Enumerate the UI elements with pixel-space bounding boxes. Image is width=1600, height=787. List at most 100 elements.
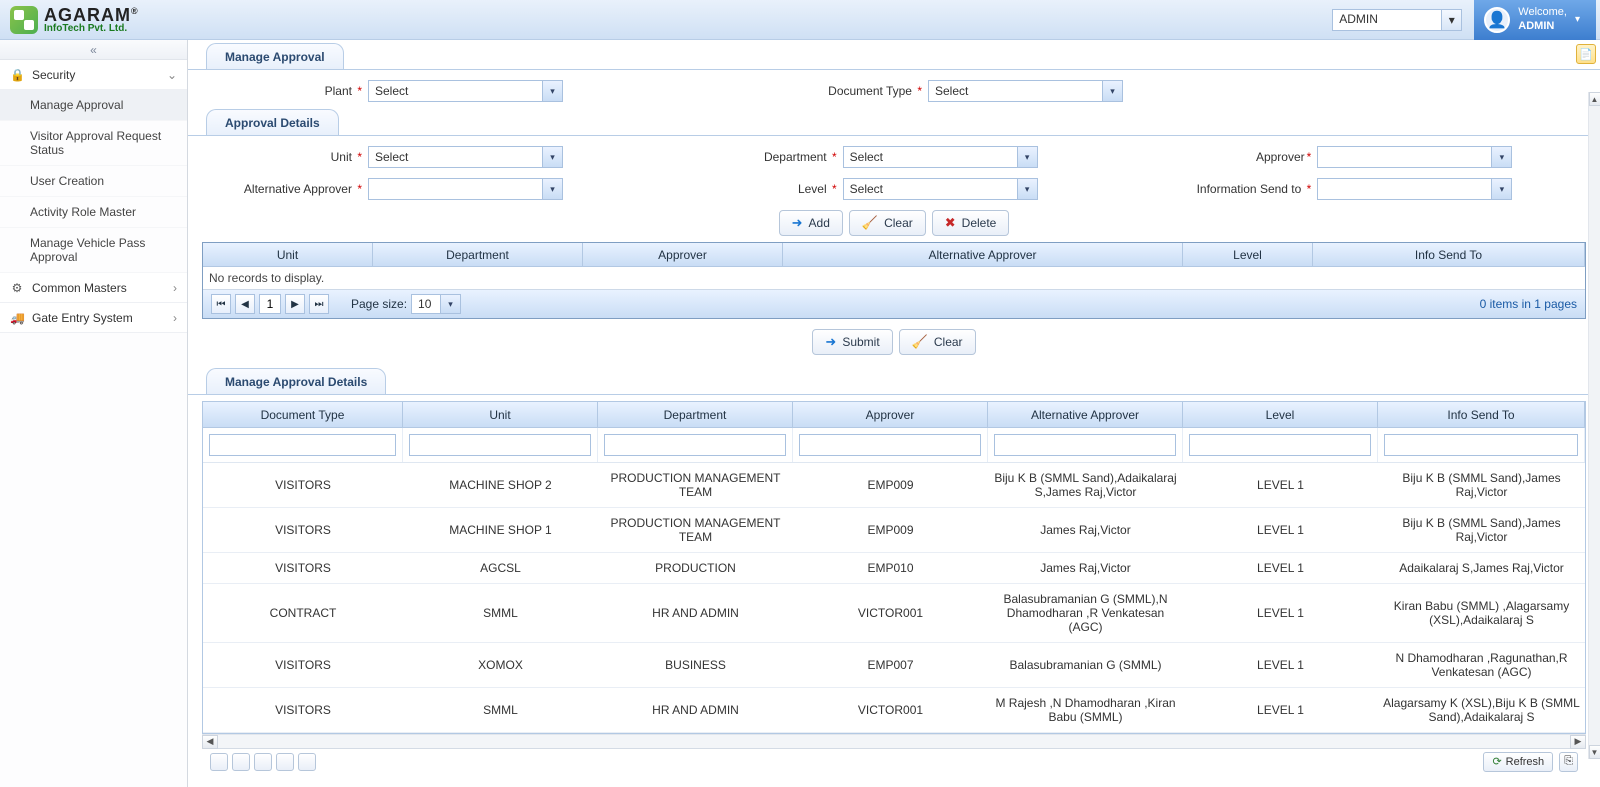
unit-select[interactable]: Select▾ <box>368 146 563 168</box>
grid-header-unit[interactable]: Unit <box>203 243 373 267</box>
filter-input-level[interactable] <box>1189 434 1371 456</box>
user-select[interactable]: ADMIN ▾ <box>1332 9 1462 31</box>
sidebar-item-activity-role-master[interactable]: Activity Role Master <box>0 197 187 228</box>
details-header-unit[interactable]: Unit <box>403 402 598 428</box>
chevron-down-icon[interactable]: ▾ <box>1491 179 1511 199</box>
scroll-down-button[interactable]: ▼ <box>1589 745 1600 759</box>
pager-page-input[interactable] <box>259 294 281 314</box>
vertical-scrollbar[interactable]: ▲ ▼ <box>1588 92 1600 759</box>
group-icon: 🔒 <box>10 68 24 82</box>
table-row[interactable]: CONTRACTSMMLHR AND ADMINVICTOR001Balasub… <box>203 584 1585 643</box>
pager-box[interactable] <box>254 753 272 771</box>
grid-header-info-send-to[interactable]: Info Send To <box>1313 243 1585 267</box>
table-row[interactable]: VISITORSMACHINE SHOP 1PRODUCTION MANAGEM… <box>203 508 1585 553</box>
delete-button[interactable]: ✖Delete <box>932 210 1010 236</box>
sidebar-item-manage-approval[interactable]: Manage Approval <box>0 90 187 121</box>
sidebar-collapse-button[interactable]: « <box>0 40 187 60</box>
pager-next-button[interactable]: ▶ <box>285 294 305 314</box>
table-cell: Biju K B (SMML Sand),Adaikalaraj S,James… <box>988 463 1183 507</box>
details-header-approver[interactable]: Approver <box>793 402 988 428</box>
grid-header-level[interactable]: Level <box>1183 243 1313 267</box>
table-row[interactable]: VISITORSMACHINE SHOP 2PRODUCTION MANAGEM… <box>203 463 1585 508</box>
altapprover-select[interactable]: ▾ <box>368 178 563 200</box>
details-header-document-type[interactable]: Document Type <box>203 402 403 428</box>
altapprover-label: Alternative Approver * <box>202 182 362 196</box>
filter-input-approver[interactable] <box>799 434 981 456</box>
welcome-box[interactable]: 👤 Welcome, ADMIN ▾ <box>1474 0 1596 40</box>
grid-header-alternative-approver[interactable]: Alternative Approver <box>783 243 1183 267</box>
sidebar-group-security[interactable]: 🔒 Security ⌄ <box>0 60 187 90</box>
scroll-left-button[interactable]: ◀ <box>202 735 218 749</box>
pager-box[interactable] <box>210 753 228 771</box>
chevron-down-icon[interactable]: ▾ <box>1017 179 1037 199</box>
details-header-alternative-approver[interactable]: Alternative Approver <box>988 402 1183 428</box>
details-header-info-send-to[interactable]: Info Send To <box>1378 402 1585 428</box>
avatar-icon: 👤 <box>1484 7 1510 33</box>
plant-select[interactable]: Select ▾ <box>368 80 563 102</box>
filter-input-department[interactable] <box>604 434 786 456</box>
clear-button[interactable]: 🧹Clear <box>849 210 926 236</box>
approver-select[interactable]: ▾ <box>1317 146 1512 168</box>
group-label: Security <box>32 68 159 82</box>
group-label: Common Masters <box>32 281 165 295</box>
unit-label: Unit * <box>202 150 362 164</box>
add-button[interactable]: ➜Add <box>779 210 843 236</box>
table-cell: EMP010 <box>793 553 988 583</box>
refresh-button[interactable]: ⟳Refresh <box>1483 752 1553 772</box>
chevron-down-icon[interactable]: ▾ <box>1017 147 1037 167</box>
pager-last-button[interactable]: ⏭ <box>309 294 329 314</box>
chevron-down-icon[interactable]: ▾ <box>542 179 562 199</box>
grid-header-approver[interactable]: Approver <box>583 243 783 267</box>
grid-header-department[interactable]: Department <box>373 243 583 267</box>
chevron-down-icon[interactable]: ▾ <box>542 147 562 167</box>
scroll-right-button[interactable]: ▶ <box>1570 735 1586 749</box>
brand-logo: AGARAM® InfoTech Pvt. Ltd. <box>4 6 139 34</box>
page-action-button[interactable]: 📄 <box>1576 44 1596 64</box>
pager-prev-button[interactable]: ◀ <box>235 294 255 314</box>
pager-box[interactable] <box>232 753 250 771</box>
pager-box[interactable] <box>298 753 316 771</box>
filter-input-info-send-to[interactable] <box>1384 434 1578 456</box>
table-row[interactable]: VISITORSSMMLHR AND ADMINVICTOR001M Rajes… <box>203 688 1585 733</box>
sidebar-group-common-masters[interactable]: ⚙Common Masters› <box>0 273 187 303</box>
level-select[interactable]: Select▾ <box>843 178 1038 200</box>
level-label: Level * <box>677 182 837 196</box>
table-row[interactable]: VISITORSAGCSLPRODUCTIONEMP010James Raj,V… <box>203 553 1585 584</box>
sidebar-item-user-creation[interactable]: User Creation <box>0 166 187 197</box>
horizontal-scrollbar[interactable]: ◀ ▶ <box>202 734 1586 748</box>
chevron-down-icon[interactable]: ▾ <box>1102 81 1122 101</box>
table-cell: VICTOR001 <box>793 688 988 732</box>
filter-input-document-type[interactable] <box>209 434 396 456</box>
pager-box[interactable] <box>276 753 294 771</box>
table-cell: SMML <box>403 584 598 642</box>
pager-first-button[interactable]: ⏮ <box>211 294 231 314</box>
chevron-down-icon[interactable]: ▾ <box>1575 14 1580 25</box>
table-row[interactable]: VISITORSXOMOXBUSINESSEMP007Balasubramani… <box>203 643 1585 688</box>
export-button[interactable]: ⎘ <box>1559 752 1578 772</box>
clear-button-2[interactable]: 🧹Clear <box>899 329 976 355</box>
chevron-down-icon[interactable]: ▾ <box>440 295 460 313</box>
group-label: Gate Entry System <box>32 311 165 325</box>
infosend-select[interactable]: ▾ <box>1317 178 1512 200</box>
submit-button[interactable]: ➜Submit <box>812 329 892 355</box>
table-cell: James Raj,Victor <box>988 553 1183 583</box>
details-header-level[interactable]: Level <box>1183 402 1378 428</box>
sidebar-item-manage-vehicle-pass-approval[interactable]: Manage Vehicle Pass Approval <box>0 228 187 273</box>
table-cell: Biju K B (SMML Sand),James Raj,Victor <box>1378 463 1585 507</box>
user-select-value: ADMIN <box>1339 12 1378 26</box>
details-header-department[interactable]: Department <box>598 402 793 428</box>
doctype-select[interactable]: Select ▾ <box>928 80 1123 102</box>
table-cell: BUSINESS <box>598 643 793 687</box>
page-size-select[interactable]: 10▾ <box>411 294 461 314</box>
filter-input-unit[interactable] <box>409 434 591 456</box>
table-cell: Balasubramanian G (SMML),N Dhamodharan ,… <box>988 584 1183 642</box>
department-select[interactable]: Select▾ <box>843 146 1038 168</box>
chevron-down-icon[interactable]: ▾ <box>1441 10 1461 30</box>
sidebar-group-gate-entry-system[interactable]: 🚚Gate Entry System› <box>0 303 187 333</box>
chevron-down-icon[interactable]: ▾ <box>1491 147 1511 167</box>
filter-input-alternative-approver[interactable] <box>994 434 1176 456</box>
scroll-up-button[interactable]: ▲ <box>1589 92 1600 106</box>
sidebar-item-visitor-approval-request-status[interactable]: Visitor Approval Request Status <box>0 121 187 166</box>
chevron-down-icon[interactable]: ▾ <box>542 81 562 101</box>
chevron-down-icon: ⌄ <box>167 68 177 82</box>
